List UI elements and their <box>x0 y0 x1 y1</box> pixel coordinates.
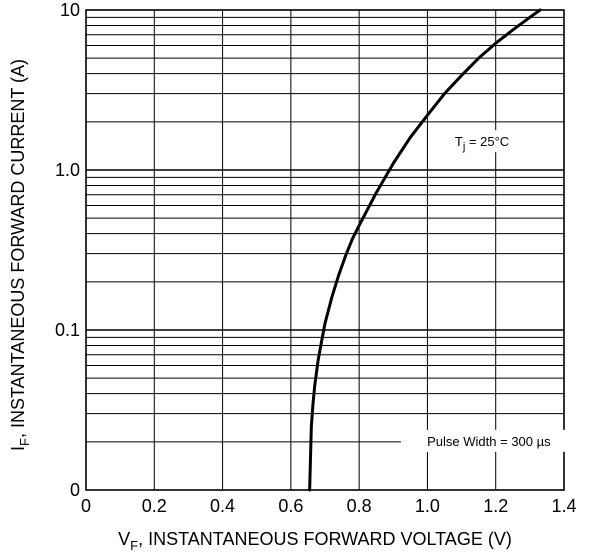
x-tick-label: 0.2 <box>142 496 167 516</box>
x-tick-label: 0.6 <box>278 496 303 516</box>
x-tick-label: 0.8 <box>347 496 372 516</box>
x-axis-label-main: V <box>118 529 130 549</box>
y-tick-label: 0 <box>70 480 80 500</box>
x-axis-label: VF, INSTANTANEOUS FORWARD VOLTAGE (V) <box>118 529 512 553</box>
x-tick-label: 0.4 <box>210 496 235 516</box>
plot-area <box>86 10 564 490</box>
y-axis-label-rest: , INSTANTANEOUS FORWARD CURRENT (A) <box>8 59 28 438</box>
y-axis-label-main: I <box>8 446 28 451</box>
x-tick-label: 1.0 <box>415 496 440 516</box>
x-tick-label: 1.2 <box>483 496 508 516</box>
y-tick-label: 10 <box>60 0 80 20</box>
tj-label-main: T <box>455 134 463 149</box>
x-tick-label: 1.4 <box>551 496 576 516</box>
tj-label-rest: = 25°C <box>465 134 509 149</box>
x-axis-label-sub: F <box>130 538 138 553</box>
y-axis-label-sub: F <box>17 438 32 446</box>
y-tick-label: 0.1 <box>55 320 80 340</box>
pulse-width-label: Pulse Width = 300 µs <box>427 434 551 449</box>
pulse-label-background <box>400 429 577 452</box>
y-axis-label: IF, INSTANTANEOUS FORWARD CURRENT (A) <box>8 59 32 451</box>
x-tick-label: 0 <box>81 496 91 516</box>
plot-frame <box>85 9 565 491</box>
forward-current-curve <box>308 8 542 492</box>
x-axis-label-rest: , INSTANTANEOUS FORWARD VOLTAGE (V) <box>138 529 512 549</box>
y-tick-label: 1.0 <box>55 160 80 180</box>
tj-label-background <box>432 130 533 153</box>
tj-label: Tj = 25°C <box>455 134 509 153</box>
tj-label-sub: j <box>462 141 465 153</box>
